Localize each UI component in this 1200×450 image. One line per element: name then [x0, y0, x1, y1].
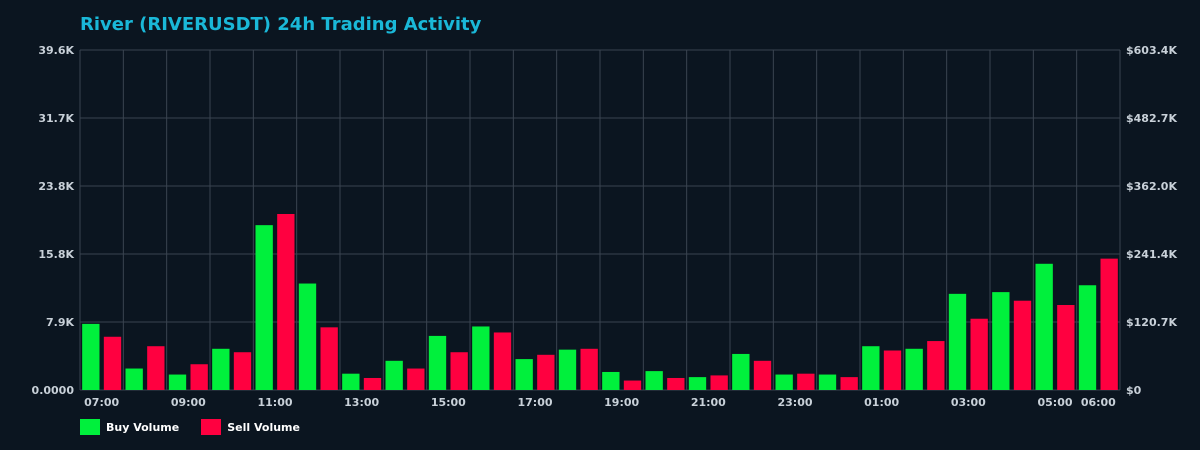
x-tick-label: 03:00	[951, 396, 986, 409]
bar-sell	[1100, 258, 1118, 390]
x-tick-label: 01:00	[864, 396, 899, 409]
bar-sell	[580, 348, 598, 390]
bar-sell	[537, 354, 555, 390]
bar-buy	[428, 335, 447, 390]
bar-sell	[363, 377, 382, 390]
bar-sell	[277, 213, 295, 390]
bar-buy	[602, 371, 620, 390]
y-tick-label-right: $603.4K	[1126, 44, 1177, 57]
x-tick-label: 23:00	[777, 396, 812, 409]
bar-buy	[298, 283, 317, 390]
bar-buy	[862, 346, 880, 390]
y-tick-label-left: 0.0000	[32, 384, 75, 397]
bar-buy	[472, 326, 490, 390]
bar-sell	[450, 352, 468, 390]
y-tick-label-right: $362.0K	[1126, 180, 1177, 193]
legend-item-buy[interactable]: Buy Volume	[80, 419, 179, 435]
x-tick-label: 19:00	[604, 396, 639, 409]
y-tick-label-left: 31.7K	[38, 112, 74, 125]
bar-buy	[992, 292, 1010, 390]
x-tick-label: 15:00	[431, 396, 466, 409]
bar-sell	[710, 375, 728, 390]
x-tick-label: 06:00	[1081, 396, 1116, 409]
x-tick-label: 21:00	[691, 396, 726, 409]
y-tick-label-left: 15.8K	[38, 248, 74, 261]
bar-sell	[753, 360, 772, 390]
bar-sell	[623, 380, 642, 390]
bar-sell	[1013, 300, 1032, 390]
bar-sell	[970, 318, 988, 390]
x-tick-label: 17:00	[517, 396, 552, 409]
bar-buy	[515, 359, 533, 390]
y-tick-label-right: $0	[1126, 384, 1142, 397]
bar-buy	[385, 360, 403, 390]
legend-label-buy: Buy Volume	[106, 420, 180, 434]
bar-sell	[797, 373, 815, 390]
y-tick-label-left: 7.9K	[46, 316, 74, 329]
bar-buy	[558, 349, 577, 390]
bar-sell	[840, 377, 858, 390]
bar-sell	[1057, 305, 1075, 390]
bar-buy	[818, 374, 837, 390]
y-tick-label-right: $241.4K	[1126, 248, 1177, 261]
x-tick-label: 05:00	[1037, 396, 1072, 409]
chart-title: River (RIVERUSDT) 24h Trading Activity	[80, 14, 482, 35]
bar-buy	[212, 348, 230, 390]
x-tick-label: 11:00	[257, 396, 292, 409]
y-tick-label-left: 23.8K	[38, 180, 74, 193]
bar-sell	[233, 352, 252, 390]
bar-buy	[168, 374, 187, 390]
bar-buy	[645, 371, 663, 390]
legend-item-sell[interactable]: Sell Volume	[201, 419, 300, 435]
x-tick-label: 13:00	[344, 396, 379, 409]
legend-swatch-sell	[201, 419, 222, 435]
bar-sell	[493, 332, 512, 390]
bar-buy	[1035, 263, 1053, 390]
bar-sell	[147, 346, 165, 390]
bar-sell	[103, 336, 122, 390]
bar-buy	[948, 293, 967, 390]
bar-sell	[320, 327, 338, 390]
x-tick-label: 07:00	[84, 396, 119, 409]
bar-buy	[688, 377, 707, 390]
x-tick-label: 09:00	[171, 396, 206, 409]
bar-sell	[667, 377, 685, 390]
bar-buy	[255, 225, 273, 390]
bar-buy	[775, 374, 793, 390]
bar-sell	[190, 364, 208, 390]
bar-sell	[883, 350, 902, 390]
bar-sell	[927, 341, 945, 390]
bar-buy	[125, 368, 143, 390]
y-tick-label-right: $482.7K	[1126, 112, 1177, 125]
legend-swatch-buy	[80, 419, 100, 435]
bar-buy	[732, 353, 750, 390]
bar-buy	[1078, 285, 1097, 390]
bar-buy	[82, 323, 100, 390]
bar-sell	[407, 368, 425, 390]
legend: Buy Volume Sell Volume	[80, 419, 300, 435]
legend-label-sell: Sell Volume	[227, 420, 300, 434]
bar-buy	[905, 348, 923, 390]
y-tick-label-right: $120.7K	[1126, 316, 1177, 329]
bar-buy	[342, 373, 360, 390]
y-tick-label-left: 39.6K	[38, 44, 74, 57]
